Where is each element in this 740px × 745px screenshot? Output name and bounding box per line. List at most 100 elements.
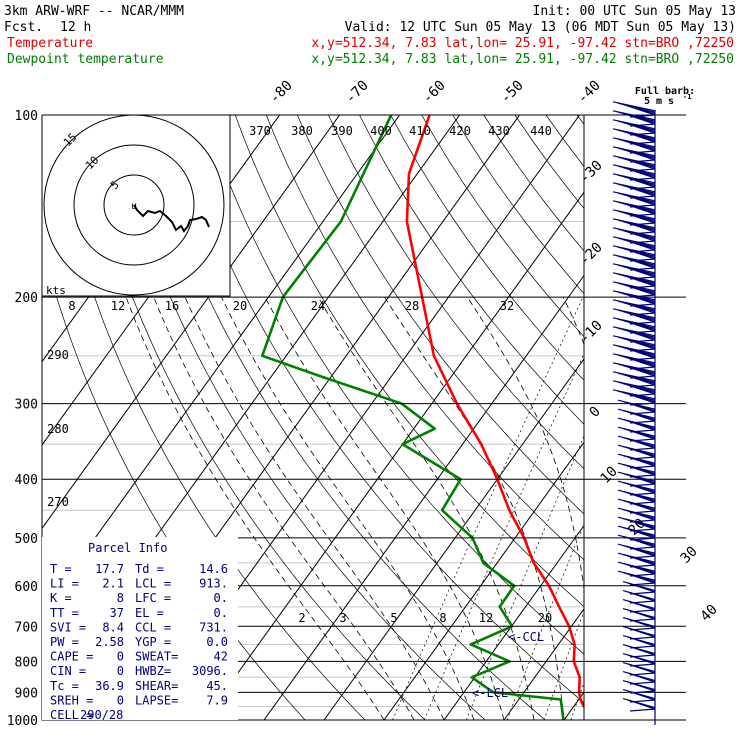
parcel-info-title: Parcel Info	[88, 541, 167, 555]
parcel-info-key: TT =	[50, 606, 79, 620]
dewpoint-point	[262, 355, 264, 357]
pressure-tick-label: 100	[15, 109, 38, 124]
parcel-info-value: 290/28	[80, 708, 123, 722]
temperature-point	[558, 606, 560, 608]
mixing-ratio-label-low: 3	[339, 611, 346, 625]
dewpoint-point	[402, 443, 404, 445]
parcel-info-value: 2.58	[95, 635, 124, 649]
parcel-info-value: 37	[110, 606, 124, 620]
temperature-legend-label: Temperature	[7, 36, 93, 51]
parcel-info-key: T =	[50, 562, 72, 576]
temperature-point	[509, 509, 511, 511]
temperature-point	[533, 562, 535, 564]
temperature-point	[408, 173, 410, 175]
mixing-ratio-label: 16	[165, 299, 179, 313]
parcel-info-key: SREH =	[50, 693, 93, 707]
mixing-ratio-label-low: 5	[390, 611, 397, 625]
mixing-ratio-label: 8	[68, 299, 75, 313]
pressure-tick-label: 900	[15, 686, 38, 701]
parcel-info-key: LAPSE=	[135, 693, 178, 707]
theta-label: 410	[409, 124, 431, 138]
parcel-info-value: 14.6	[199, 562, 228, 576]
parcel-info-value: 0.	[214, 591, 228, 605]
parcel-info-key: Tc =	[50, 679, 79, 693]
dewpoint-point	[470, 644, 472, 646]
theta-label: 430	[488, 124, 510, 138]
parcel-info-value: 17.7	[95, 562, 124, 576]
parcel-info-key: LI =	[50, 577, 79, 591]
parcel-info-key: PW =	[50, 635, 79, 649]
parcel-info-key: LFC =	[135, 591, 171, 605]
mixing-ratio-label: 32	[500, 299, 514, 313]
dewpoint-legend-info: x,y=512.34, 7.83 lat,lon= 25.91, -97.42 …	[311, 52, 734, 67]
parcel-info-value: 731.	[199, 620, 228, 634]
dewpoint-point	[561, 706, 563, 708]
mixing-ratio-label-low: 2	[298, 611, 305, 625]
parcel-info-key: SVI =	[50, 620, 86, 634]
parcel-info-key: SWEAT=	[135, 650, 178, 664]
parcel-info-value: 8	[117, 591, 124, 605]
temperature-point	[574, 644, 576, 646]
model-title: 3km ARW-WRF -- NCAR/MMM	[4, 4, 184, 19]
parcel-info-value: 42	[214, 650, 228, 664]
parcel-info-key: HWBZ=	[135, 664, 171, 678]
pressure-tick-label: 200	[15, 291, 38, 306]
temperature-point	[580, 699, 582, 701]
dewpoint-point	[499, 606, 501, 608]
dewpoint-point	[340, 221, 342, 223]
temperature-point	[433, 355, 435, 357]
mixing-ratio-label-low: 12	[479, 611, 493, 625]
dewpoint-legend-label: Dewpoint temperature	[7, 52, 164, 67]
theta-label: 420	[449, 124, 471, 138]
mixing-ratio-label-low: 8	[439, 611, 446, 625]
pressure-tick-label: 400	[15, 473, 38, 488]
mixing-ratio-label-low: 20	[538, 611, 552, 625]
dewpoint-point	[319, 375, 321, 377]
ccl-marker: <-CCL	[508, 630, 544, 644]
parcel-info-value: 3096.	[192, 664, 228, 678]
theta-label: 390	[331, 124, 353, 138]
parcel-info-value: 0	[117, 664, 124, 678]
barb-legend-line2: 5 m s	[644, 96, 674, 107]
hodograph-kts-label: kts	[46, 284, 66, 297]
theta-label: 400	[370, 124, 392, 138]
mixing-ratio-label: 20	[233, 299, 247, 313]
mixing-ratio-label: 12	[111, 299, 125, 313]
dewpoint-point	[434, 428, 436, 430]
temperature-legend-info: x,y=512.34, 7.83 lat,lon= 25.91, -97.42 …	[311, 36, 734, 51]
parcel-info-key: YGP =	[135, 635, 171, 649]
mixing-ratio-label: 24	[311, 299, 325, 313]
parcel-info-value: 0	[117, 693, 124, 707]
dewpoint-point	[471, 677, 473, 679]
parcel-info-key: EL =	[135, 606, 164, 620]
parcel-info-key: K =	[50, 591, 72, 605]
init-time: Init: 00 UTC Sun 05 May 13	[533, 4, 737, 19]
hodograph-origin-marker: u	[131, 201, 137, 212]
lcl-marker: <-LCL	[472, 686, 508, 700]
parcel-info-key: CIN =	[50, 664, 86, 678]
parcel-info-value: 8.4	[102, 620, 124, 634]
parcel-info-value: 7.9	[206, 693, 228, 707]
pressure-tick-label: 700	[15, 620, 38, 635]
parcel-info-value: 913.	[199, 577, 228, 591]
parcel-info-value: 0.	[214, 606, 228, 620]
parcel-info-value: 0.0	[206, 635, 228, 649]
theta-label: 370	[249, 124, 271, 138]
pressure-tick-label: 300	[15, 398, 38, 413]
pressure-tick-label: 800	[15, 655, 38, 670]
parcel-info-value: 36.9	[95, 679, 124, 693]
pressure-tick-label: 1000	[7, 714, 38, 729]
pressure-tick-label: 500	[15, 532, 38, 547]
parcel-info-value: 45.	[206, 679, 228, 693]
parcel-info-key: CCL =	[135, 620, 171, 634]
parcel-info-value: 2.1	[102, 577, 124, 591]
dewpoint-point	[483, 562, 485, 564]
fcst-label: Fcst.	[4, 20, 43, 35]
dewpoint-point	[560, 699, 562, 701]
mixing-ratio-label: 28	[405, 299, 419, 313]
parcel-info-key: Td =	[135, 562, 164, 576]
parcel-info-key: SHEAR=	[135, 679, 178, 693]
